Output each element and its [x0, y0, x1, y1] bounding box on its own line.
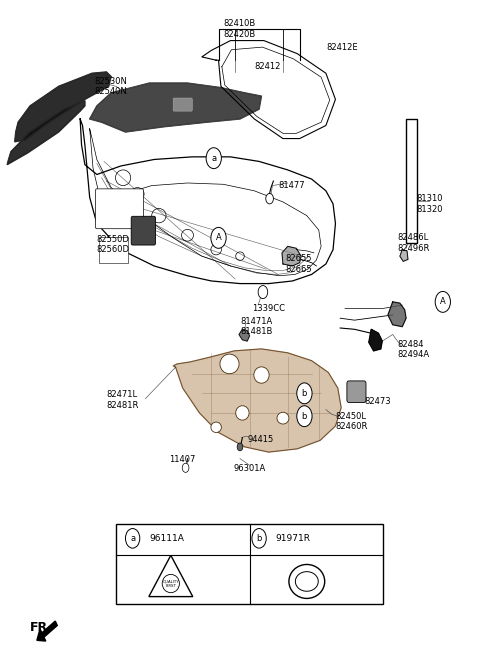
Text: 96301A: 96301A: [233, 464, 265, 473]
Circle shape: [206, 148, 221, 169]
Ellipse shape: [277, 412, 289, 424]
Text: 81477: 81477: [278, 181, 305, 190]
Ellipse shape: [220, 354, 239, 374]
Circle shape: [297, 405, 312, 426]
Text: A: A: [440, 297, 446, 306]
Polygon shape: [90, 83, 262, 132]
Circle shape: [211, 228, 226, 249]
Text: b: b: [302, 412, 307, 420]
Text: b: b: [302, 389, 307, 398]
Bar: [99, 237, 128, 262]
Text: 82486L
82496R: 82486L 82496R: [397, 234, 430, 253]
Polygon shape: [282, 247, 301, 266]
Ellipse shape: [254, 367, 269, 383]
FancyBboxPatch shape: [131, 216, 156, 245]
Text: 82412E: 82412E: [326, 43, 358, 52]
Text: FR.: FR.: [30, 621, 53, 634]
Text: A: A: [216, 234, 221, 242]
Polygon shape: [239, 329, 250, 341]
Text: QUALITY
FIRST: QUALITY FIRST: [163, 579, 179, 588]
Circle shape: [258, 285, 268, 298]
Circle shape: [252, 529, 266, 548]
FancyBboxPatch shape: [347, 381, 366, 403]
Text: 81310
81320: 81310 81320: [417, 194, 443, 214]
Circle shape: [125, 529, 140, 548]
Text: 96111A: 96111A: [149, 534, 184, 543]
Polygon shape: [15, 72, 111, 142]
Circle shape: [182, 463, 189, 472]
Bar: [116, 524, 383, 604]
Text: 82410B
82420B: 82410B 82420B: [224, 19, 256, 39]
Polygon shape: [7, 100, 85, 165]
Text: a: a: [211, 154, 216, 163]
Polygon shape: [369, 329, 382, 351]
Circle shape: [266, 194, 274, 204]
Text: 82450L
82460R: 82450L 82460R: [336, 412, 368, 431]
Text: b: b: [256, 534, 262, 543]
FancyArrow shape: [37, 621, 57, 641]
Polygon shape: [388, 302, 406, 327]
Text: 82473: 82473: [364, 397, 391, 405]
Text: 1339CC: 1339CC: [252, 304, 285, 313]
Text: 82471L
82481R: 82471L 82481R: [107, 390, 139, 409]
Polygon shape: [173, 349, 341, 452]
FancyBboxPatch shape: [96, 189, 144, 229]
Text: 82550D
82560D: 82550D 82560D: [97, 235, 130, 254]
Text: 82484
82494A: 82484 82494A: [397, 340, 430, 359]
Circle shape: [435, 291, 450, 312]
Text: 94415: 94415: [247, 434, 274, 443]
Circle shape: [297, 383, 312, 404]
FancyBboxPatch shape: [173, 98, 192, 111]
Ellipse shape: [211, 422, 221, 432]
Text: a: a: [130, 534, 135, 543]
Text: 82530N
82540N: 82530N 82540N: [95, 77, 128, 96]
Text: 91971R: 91971R: [276, 534, 311, 543]
Polygon shape: [400, 250, 408, 261]
Text: 81471A
81481B: 81471A 81481B: [240, 317, 272, 337]
Text: 82412: 82412: [254, 62, 281, 72]
Circle shape: [237, 443, 243, 451]
Text: 82655
82665: 82655 82665: [285, 255, 312, 274]
Text: 11407: 11407: [169, 455, 196, 464]
Bar: [406, 119, 417, 243]
Ellipse shape: [236, 405, 249, 420]
